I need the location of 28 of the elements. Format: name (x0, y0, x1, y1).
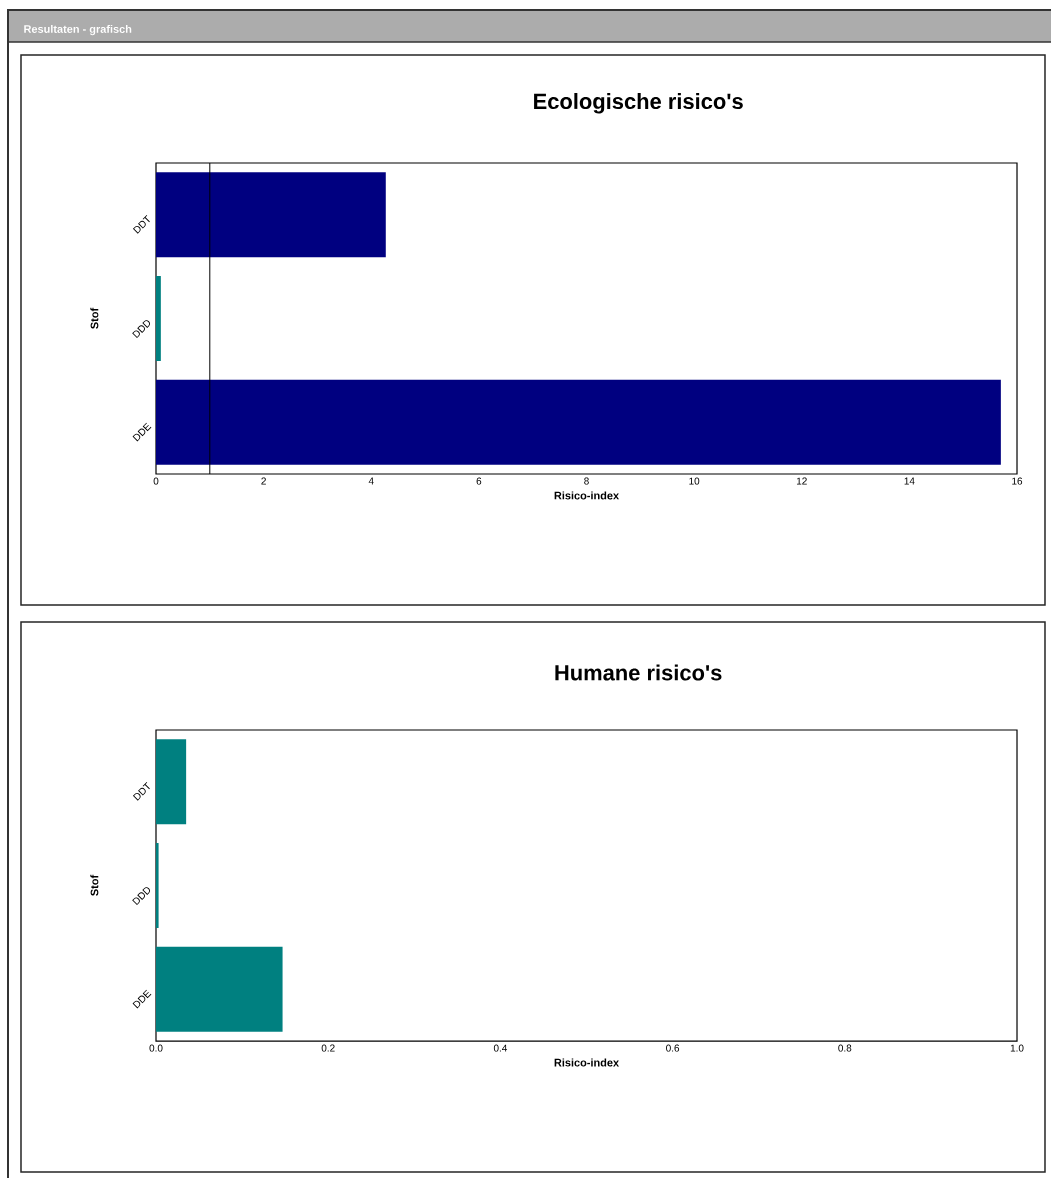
chart-title: Humane risico's (555, 664, 722, 681)
x-axis-title: Risico-index (554, 1058, 620, 1067)
bar (156, 172, 386, 258)
x-tick-label: 6 (476, 477, 482, 485)
x-tick-label: 0.8 (838, 1044, 852, 1052)
x-tick-label: 14 (904, 477, 915, 485)
bar (156, 946, 283, 1032)
bar (156, 843, 159, 929)
x-axis-title: Risico-index (554, 491, 620, 500)
bar (156, 276, 161, 362)
bar (156, 739, 187, 825)
y-axis-title: Stof (90, 874, 99, 896)
x-tick-label: 0 (153, 477, 159, 485)
x-tick-label: 10 (689, 477, 700, 485)
x-tick-label: 0.6 (666, 1044, 680, 1052)
x-tick-label: 2 (261, 477, 266, 485)
x-tick-label: 12 (796, 477, 807, 485)
x-tick-label: 8 (584, 477, 589, 485)
x-tick-label: 0.0 (149, 1044, 163, 1052)
chart-title: Ecologische risico's (534, 92, 743, 114)
x-tick-label: 0.4 (493, 1044, 508, 1052)
x-tick-label: 4 (368, 477, 374, 485)
bar (156, 379, 1001, 465)
x-tick-label: 0.2 (321, 1044, 335, 1052)
x-tick-label: 16 (1012, 477, 1023, 485)
text: Resultaten - grafisch (24, 24, 132, 36)
x-tick-label: 1.0 (1010, 1044, 1024, 1052)
y-axis-title: Stof (90, 307, 99, 329)
